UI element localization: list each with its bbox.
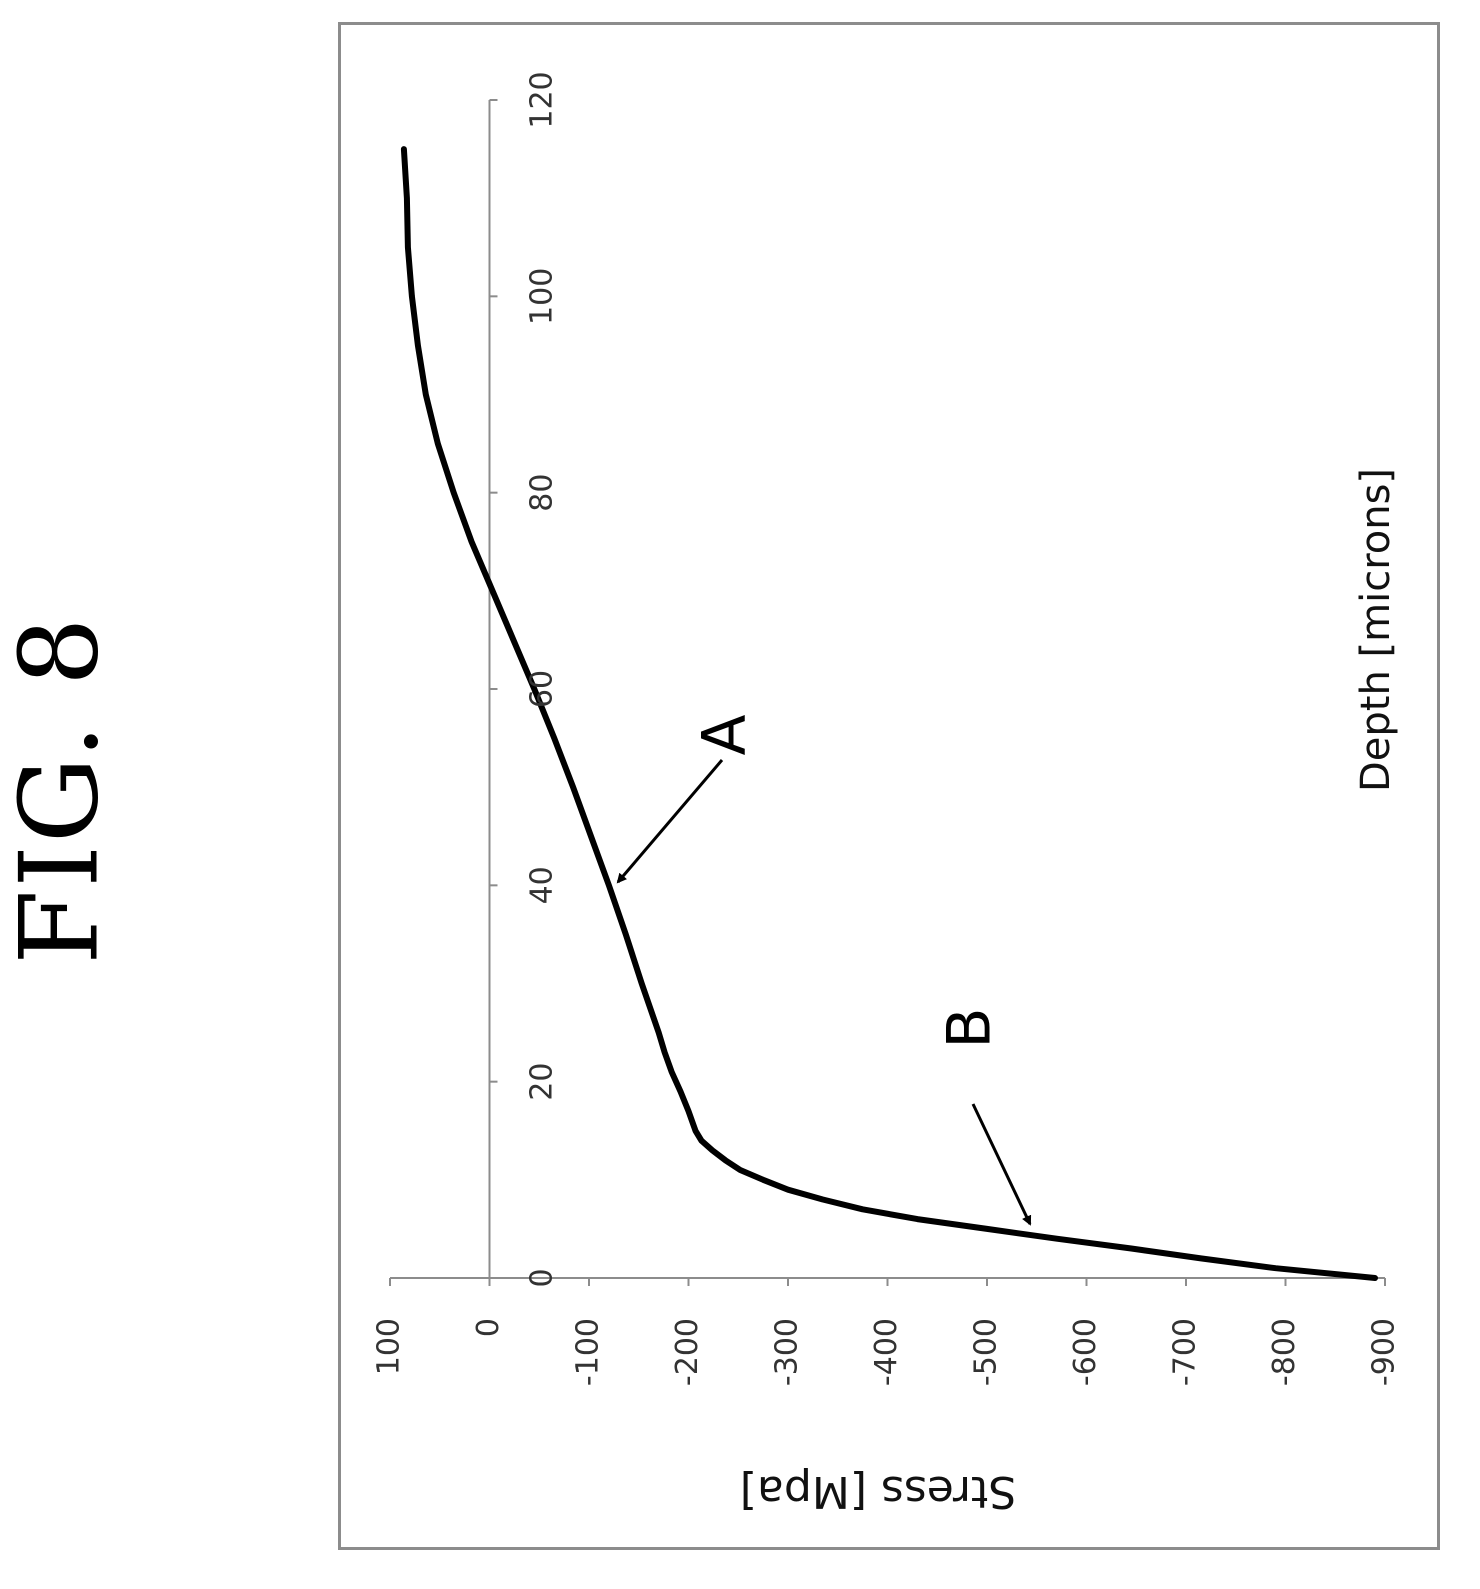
annotation-arrow-b bbox=[971, 1103, 1032, 1226]
annotation-label-a: A bbox=[690, 714, 760, 755]
stress-tick-label: -900 bbox=[1367, 1318, 1402, 1386]
stress-tick-label: -400 bbox=[869, 1318, 904, 1386]
depth-tick-label: 100 bbox=[525, 268, 560, 325]
depth-tick-label: 60 bbox=[525, 670, 560, 708]
stress-tick-label: 100 bbox=[372, 1318, 407, 1375]
stress-tick-label: -600 bbox=[1068, 1318, 1103, 1386]
stress-tick-label: -800 bbox=[1267, 1318, 1302, 1386]
depth-tick-label: 40 bbox=[525, 866, 560, 904]
depth-tick-label: 120 bbox=[525, 71, 560, 128]
depth-tick-label: 0 bbox=[525, 1268, 560, 1287]
depth-tick-label: 80 bbox=[525, 474, 560, 512]
stress-tick-label: -700 bbox=[1168, 1318, 1203, 1386]
stress-tick-label: 0 bbox=[471, 1318, 506, 1337]
x-axis-label: Depth [microns] bbox=[1353, 468, 1399, 792]
stress-tick-label: -500 bbox=[969, 1318, 1004, 1386]
annotation-label-b: B bbox=[935, 1007, 1005, 1048]
stress-tick-label: -200 bbox=[670, 1318, 705, 1386]
stress-tick-label: -300 bbox=[770, 1318, 805, 1386]
stress-profile-line bbox=[400, 146, 1378, 1281]
y-axis-label: Stress [Mpa] bbox=[740, 1466, 1016, 1517]
depth-tick-label: 20 bbox=[525, 1063, 560, 1101]
stress-tick-label: -100 bbox=[571, 1318, 606, 1386]
annotation-arrow-a bbox=[616, 759, 724, 884]
chart-frame bbox=[338, 22, 1440, 1550]
